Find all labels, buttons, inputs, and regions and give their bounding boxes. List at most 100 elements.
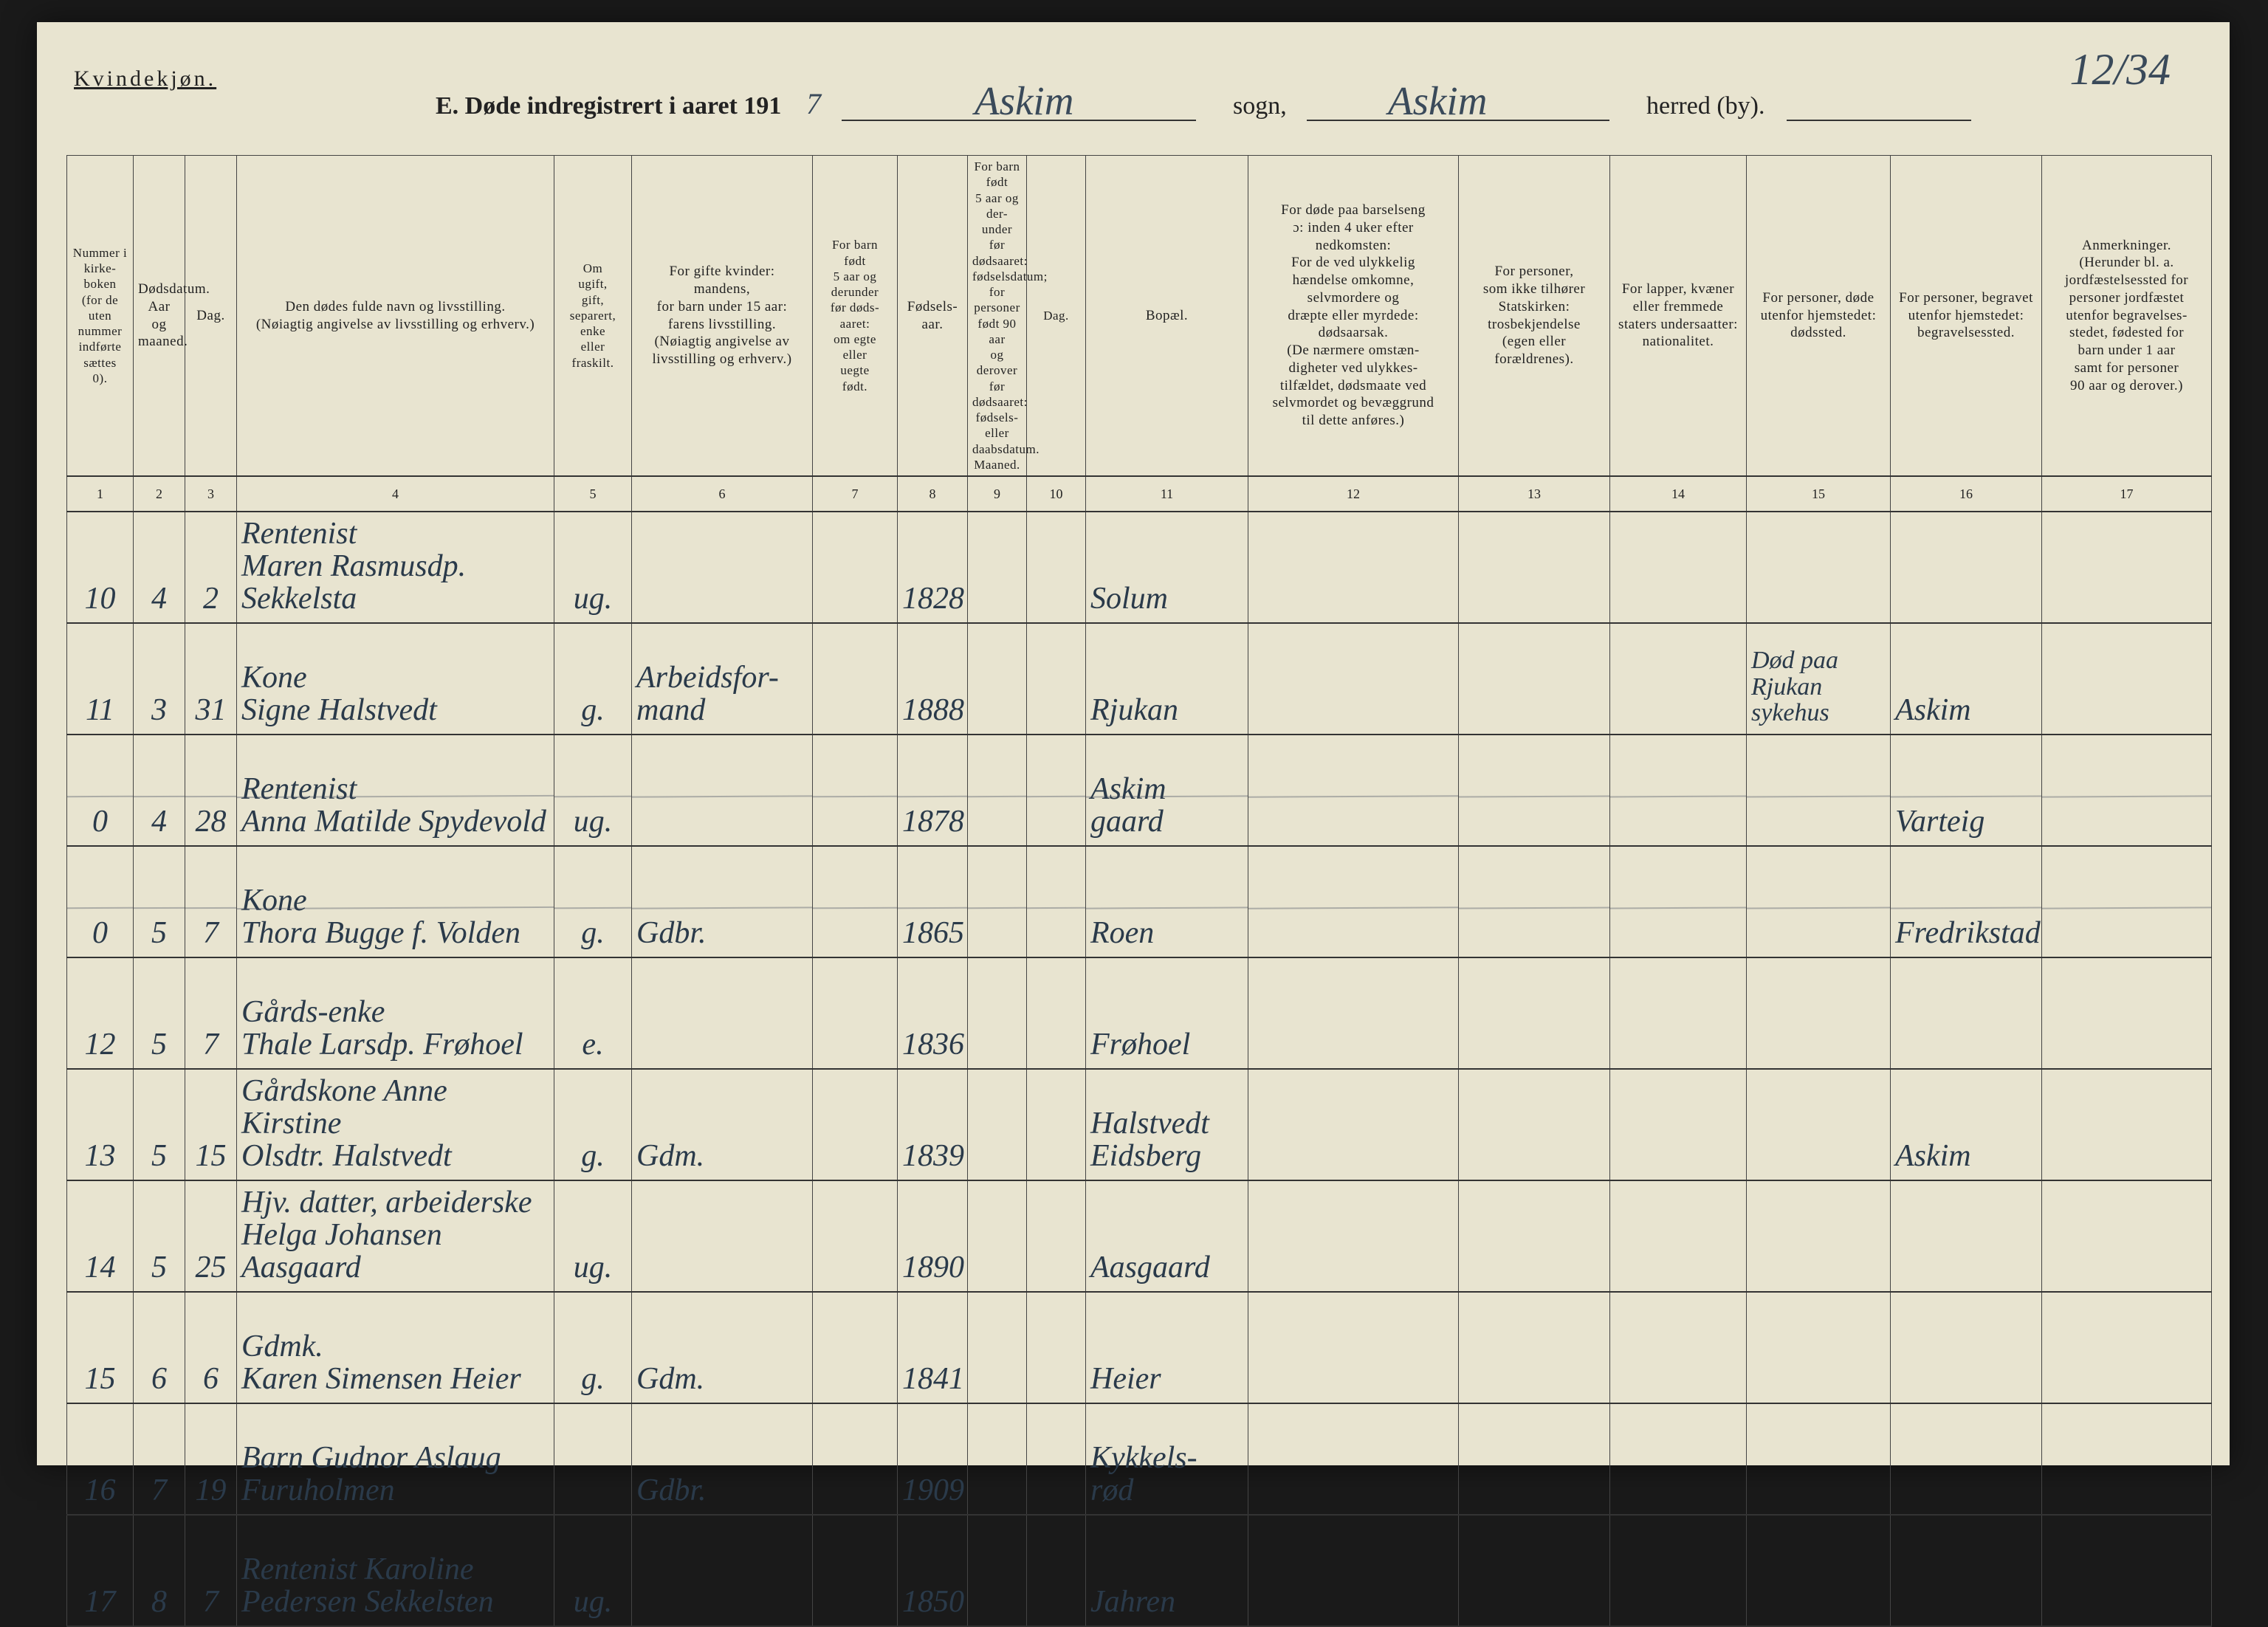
- column-number-row: 1234567891011121314151617: [67, 476, 2212, 512]
- cell-status: ug.: [554, 735, 632, 846]
- cell-name: Rentenist Karoline Pedersen Sekkelsten: [237, 1515, 554, 1626]
- cell-residence: Solum: [1086, 512, 1248, 623]
- cell-death_place: [1747, 1069, 1891, 1180]
- cell-faith: [1459, 846, 1610, 957]
- cell-day: 25: [185, 1180, 237, 1292]
- cell-b_d: [1027, 512, 1086, 623]
- cell-name: Kone Thora Bugge f. Volden: [237, 846, 554, 957]
- cell-death_place: [1747, 1515, 1891, 1626]
- cell-residence: Heier: [1086, 1292, 1248, 1403]
- cell-b_m: [968, 512, 1027, 623]
- cell-remarks: [2042, 1069, 2212, 1180]
- cell-cause: [1248, 512, 1459, 623]
- column-number: 15: [1747, 476, 1891, 512]
- cell-spouse_occ: Arbeidsfor- mand: [632, 623, 813, 735]
- cell-b_m: [968, 623, 1027, 735]
- cell-burial_place: [1891, 512, 2042, 623]
- table-row: 1042Rentenist Maren Rasmusdp. Sekkelstau…: [67, 512, 2212, 623]
- cell-birth_year: 1878: [898, 735, 968, 846]
- cell-burial_place: [1891, 957, 2042, 1069]
- column-number: 7: [813, 476, 898, 512]
- cell-birth_year: 1836: [898, 957, 968, 1069]
- column-number: 10: [1027, 476, 1086, 512]
- cell-b_d: [1027, 1069, 1086, 1180]
- cell-nat: [1610, 1403, 1747, 1515]
- cell-death_place: [1747, 1180, 1891, 1292]
- cell-birth_year: 1841: [898, 1292, 968, 1403]
- cell-nat: [1610, 1180, 1747, 1292]
- cell-spouse_occ: Gdbr.: [632, 846, 813, 957]
- cell-birth_year: 1828: [898, 512, 968, 623]
- cell-residence: Kykkels- rød: [1086, 1403, 1248, 1515]
- cell-nat: [1610, 957, 1747, 1069]
- cell-remarks: [2042, 1292, 2212, 1403]
- column-number: 3: [185, 476, 237, 512]
- cell-legit: [813, 1292, 898, 1403]
- cell-legit: [813, 846, 898, 957]
- cell-burial_place: Askim: [1891, 623, 2042, 735]
- cell-day: 19: [185, 1403, 237, 1515]
- cell-day: 15: [185, 1069, 237, 1180]
- cell-num: 17: [67, 1515, 134, 1626]
- cell-month: 7: [134, 1403, 185, 1515]
- table-row: 14525Hjv. datter, arbeiderske Helga Joha…: [67, 1180, 2212, 1292]
- cell-residence: Askim gaard: [1086, 735, 1248, 846]
- cell-month: 5: [134, 846, 185, 957]
- year-last-digit: 7: [806, 86, 821, 121]
- cell-legit: [813, 1069, 898, 1180]
- underline: [842, 120, 1196, 121]
- column-number: 17: [2042, 476, 2212, 512]
- cell-day: 7: [185, 957, 237, 1069]
- column-number: 11: [1086, 476, 1248, 512]
- cell-legit: [813, 512, 898, 623]
- column-header: For personer, som ikke tilhører Statskir…: [1459, 156, 1610, 477]
- district-name: Askim: [1388, 78, 1487, 124]
- cell-residence: Halstvedt Eidsberg: [1086, 1069, 1248, 1180]
- column-header: Den dødes fulde navn og livsstilling. (N…: [237, 156, 554, 477]
- cell-month: 5: [134, 957, 185, 1069]
- cell-cause: [1248, 1069, 1459, 1180]
- cell-day: 2: [185, 512, 237, 623]
- cell-burial_place: [1891, 1403, 2042, 1515]
- cell-burial_place: Varteig: [1891, 735, 2042, 846]
- column-number: 13: [1459, 476, 1610, 512]
- cell-status: ug.: [554, 1180, 632, 1292]
- cell-nat: [1610, 623, 1747, 735]
- column-header: For lapper, kvæner eller fremmede stater…: [1610, 156, 1747, 477]
- column-number: 4: [237, 476, 554, 512]
- cell-day: 31: [185, 623, 237, 735]
- cell-status: g.: [554, 1292, 632, 1403]
- cell-remarks: [2042, 735, 2212, 846]
- column-number: 5: [554, 476, 632, 512]
- cell-b_d: [1027, 957, 1086, 1069]
- cell-faith: [1459, 1292, 1610, 1403]
- district-label: herred (by).: [1646, 92, 1764, 120]
- cell-cause: [1248, 957, 1459, 1069]
- table-row: 1787Rentenist Karoline Pedersen Sekkelst…: [67, 1515, 2212, 1626]
- column-header: For barn født 5 aar og der- under før dø…: [968, 156, 1027, 477]
- cell-b_d: [1027, 1403, 1086, 1515]
- cell-birth_year: 1850: [898, 1515, 968, 1626]
- cell-b_d: [1027, 1515, 1086, 1626]
- cell-month: 5: [134, 1180, 185, 1292]
- cell-day: 7: [185, 846, 237, 957]
- cell-residence: Rjukan: [1086, 623, 1248, 735]
- parish-name: Askim: [975, 78, 1073, 124]
- cell-num: 14: [67, 1180, 134, 1292]
- underline: [1787, 120, 1971, 121]
- table-row: 057Kone Thora Bugge f. Voldeng.Gdbr.1865…: [67, 846, 2212, 957]
- cell-death_place: [1747, 1403, 1891, 1515]
- cell-residence: Roen: [1086, 846, 1248, 957]
- cell-cause: [1248, 1403, 1459, 1515]
- cell-nat: [1610, 1292, 1747, 1403]
- column-header: For personer, begravet utenfor hjemstede…: [1891, 156, 2042, 477]
- cell-spouse_occ: [632, 512, 813, 623]
- cell-legit: [813, 1180, 898, 1292]
- cell-cause: [1248, 623, 1459, 735]
- cell-spouse_occ: [632, 1515, 813, 1626]
- cell-b_m: [968, 1292, 1027, 1403]
- table-row: 1257Gårds-enke Thale Larsdp. Frøhoele.18…: [67, 957, 2212, 1069]
- cell-birth_year: 1865: [898, 846, 968, 957]
- cell-death_place: [1747, 735, 1891, 846]
- cell-faith: [1459, 623, 1610, 735]
